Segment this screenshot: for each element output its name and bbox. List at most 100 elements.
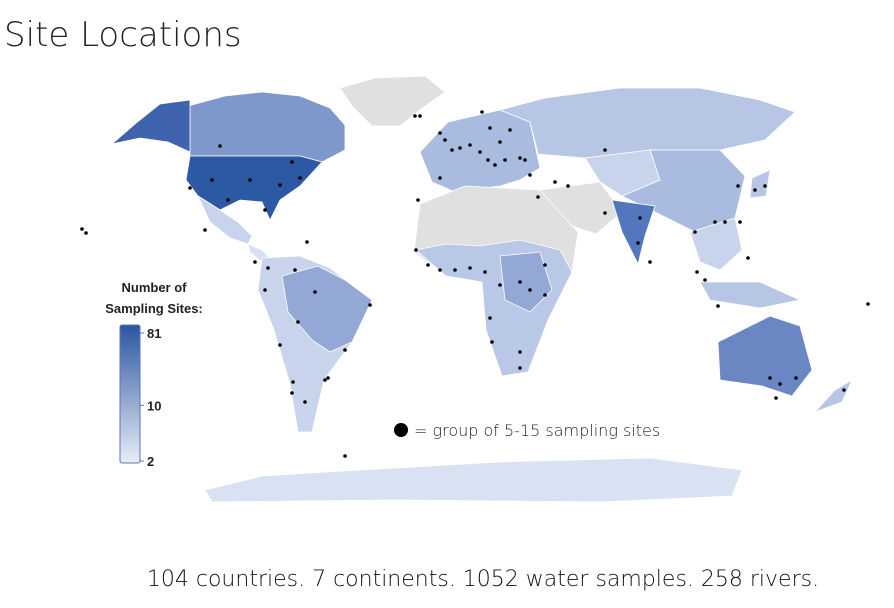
site-dot <box>566 184 570 188</box>
site-dot <box>746 256 750 260</box>
site-dot <box>493 163 497 167</box>
annotation-dot <box>394 423 408 437</box>
site-dot <box>483 270 487 274</box>
color-bar <box>119 324 141 464</box>
site-dot <box>450 148 454 152</box>
site-dot <box>253 260 257 264</box>
site-dot <box>443 138 447 142</box>
site-dot <box>210 178 214 182</box>
site-dot <box>536 195 540 199</box>
site-dot <box>203 228 207 232</box>
title: Site Locations <box>4 15 242 55</box>
site-dot <box>778 382 782 386</box>
legend: Number of Sampling Sites: 81 10 2 <box>105 280 203 469</box>
site-dot <box>468 266 472 270</box>
site-dot <box>290 160 294 164</box>
site-dot <box>518 156 522 160</box>
site-dot <box>266 266 270 270</box>
site-dot <box>523 158 527 162</box>
site-dot <box>488 316 492 320</box>
site-dot <box>543 263 547 267</box>
site-dot <box>738 220 742 224</box>
site-dot <box>603 211 607 215</box>
site-dot <box>478 150 482 154</box>
site-dot <box>508 128 512 132</box>
site-dot <box>326 376 330 380</box>
site-dot <box>768 376 772 380</box>
legend-tick-label: 81 <box>147 326 161 341</box>
world-map <box>111 75 853 503</box>
legend-tick-label: 2 <box>147 454 154 469</box>
site-dot <box>753 188 757 192</box>
site-dot <box>218 144 222 148</box>
site-dot <box>518 280 522 284</box>
site-dot <box>453 268 457 272</box>
site-dot <box>226 198 230 202</box>
site-dot <box>774 396 778 400</box>
alaska <box>111 99 191 153</box>
site-dot <box>293 268 297 272</box>
site-dot <box>290 391 294 395</box>
site-dot <box>278 343 282 347</box>
site-dot <box>458 146 462 150</box>
site-dot <box>763 184 767 188</box>
site-dot <box>291 380 295 384</box>
annotation: = group of 5-15 sampling sites <box>414 421 660 440</box>
antarctica <box>204 457 743 503</box>
site-dot <box>716 304 720 308</box>
legend-tick-label: 10 <box>147 398 161 413</box>
site-dot <box>866 302 870 306</box>
site-dot <box>736 184 740 188</box>
site-dot <box>84 231 88 235</box>
congo-region <box>499 251 553 313</box>
site-dot <box>486 158 490 162</box>
site-dot <box>248 178 252 182</box>
site-dot <box>518 350 522 354</box>
site-dot <box>638 216 642 220</box>
russia <box>498 87 796 159</box>
site-dot <box>553 180 557 184</box>
india <box>611 199 656 266</box>
site-dot <box>438 131 442 135</box>
site-dot <box>498 140 502 144</box>
site-dot <box>695 270 699 274</box>
site-dot <box>503 158 507 162</box>
site-dot <box>498 283 502 287</box>
site-dot <box>723 220 727 224</box>
site-dot <box>413 114 417 118</box>
site-dot <box>368 303 372 307</box>
japan <box>749 169 771 199</box>
site-dot <box>298 176 302 180</box>
site-dot <box>263 288 267 292</box>
site-dot <box>278 183 282 187</box>
site-dot <box>636 241 640 245</box>
site-dot <box>313 290 317 294</box>
canada <box>187 91 346 163</box>
site-dot <box>468 143 472 147</box>
site-dot <box>842 388 846 392</box>
site-dot <box>528 173 532 177</box>
site-dot <box>305 240 309 244</box>
site-dot <box>416 198 420 202</box>
site-dot <box>188 186 192 190</box>
new-zealand <box>814 379 853 413</box>
site-dot <box>648 260 652 264</box>
legend-title: Sampling Sites: <box>105 301 203 316</box>
indonesia <box>699 281 802 309</box>
site-dot <box>603 148 607 152</box>
site-dot <box>518 366 522 370</box>
site-dot <box>343 348 347 352</box>
middle-east <box>539 181 623 235</box>
site-dot <box>414 248 418 252</box>
site-dot <box>80 227 84 231</box>
mexico <box>197 194 253 245</box>
site-dot <box>438 176 442 180</box>
site-dot <box>693 230 697 234</box>
site-dot <box>426 263 430 267</box>
site-dot <box>323 378 327 382</box>
site-dot <box>296 320 300 324</box>
site-dot <box>794 376 798 380</box>
sub-saharan-africa <box>415 239 573 377</box>
southeast-asia <box>689 217 743 271</box>
